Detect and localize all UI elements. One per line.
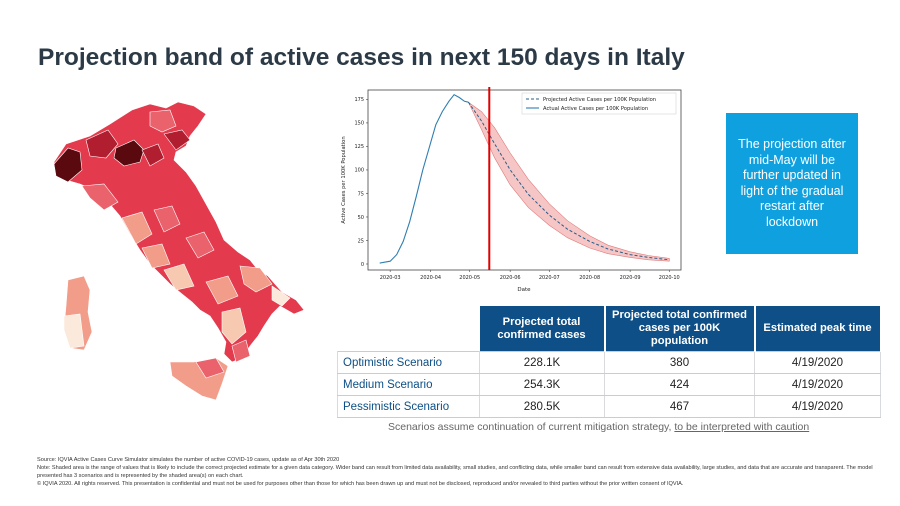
- note-text: Scenarios assume continuation of current…: [388, 421, 675, 433]
- map-region: [149, 109, 177, 133]
- x-tick-label: 2020-06: [500, 275, 521, 281]
- italy-mainland: [53, 101, 305, 363]
- map-region: [141, 243, 171, 269]
- cell-per100k: 424: [604, 373, 755, 396]
- y-tick-label: 150: [354, 121, 364, 127]
- map-region: [221, 307, 247, 345]
- cell-peak: 4/19/2020: [754, 395, 881, 418]
- map-region: [153, 205, 181, 233]
- map-region: [195, 357, 225, 379]
- col-header-total: Projected total confirmed cases: [479, 306, 606, 352]
- map-region: [239, 265, 273, 293]
- y-tick-label: 175: [354, 97, 364, 103]
- y-tick-label: 0: [361, 262, 364, 268]
- scenario-table: Projected total confirmed cases Projecte…: [337, 306, 882, 418]
- map-region: [205, 275, 239, 305]
- x-tick-label: 2020-07: [539, 275, 560, 281]
- table-row: Optimistic Scenario 228.1K 380 4/19/2020: [337, 351, 881, 374]
- y-tick-label: 25: [358, 238, 364, 244]
- cell-per100k: 467: [604, 395, 755, 418]
- footnote-copyright: © IQVIA 2020. All rights reserved. This …: [37, 481, 684, 487]
- projected-series-line: [467, 101, 670, 261]
- y-axis-label: Active Cases per 100K Population: [341, 136, 347, 223]
- footnote-note: Note: Shaded area is the range of values…: [37, 465, 873, 479]
- map-region: [271, 285, 291, 307]
- x-tick-label: 2020-09: [620, 275, 641, 281]
- italy-map: [53, 101, 305, 401]
- map-region: [121, 211, 153, 245]
- row-label: Optimistic Scenario: [337, 351, 480, 374]
- map-region: [231, 339, 251, 363]
- footnotes: Source: IQVIA Active Cases Curve Simulat…: [37, 456, 877, 488]
- map-region: [141, 143, 165, 167]
- x-tick-label: 2020-04: [420, 275, 441, 281]
- map-region: [163, 263, 195, 291]
- cell-peak: 4/19/2020: [754, 373, 881, 396]
- table-header-row: Projected total confirmed cases Projecte…: [337, 306, 882, 352]
- map-region: [113, 139, 145, 167]
- map-region: [63, 313, 85, 349]
- legend-actual-label: Actual Active Cases per 100K Population: [543, 106, 648, 112]
- table-corner: [337, 306, 480, 352]
- x-tick-label: 2020-08: [579, 275, 600, 281]
- caution-link[interactable]: to be interpreted with caution: [674, 421, 810, 433]
- y-tick-label: 125: [354, 144, 364, 150]
- scenario-note: Scenarios assume continuation of current…: [388, 421, 809, 433]
- x-tick-label: 2020-03: [380, 275, 401, 281]
- map-region: [85, 129, 119, 159]
- y-tick-label: 100: [354, 168, 364, 174]
- actual-series-line: [379, 93, 469, 264]
- x-tick-label: 2020-10: [659, 275, 680, 281]
- table-row: Medium Scenario 254.3K 424 4/19/2020: [337, 373, 881, 396]
- x-axis-label: Date: [517, 287, 531, 293]
- page-title: Projection band of active cases in next …: [38, 44, 685, 71]
- cell-per100k: 380: [604, 351, 755, 374]
- y-tick-label: 50: [358, 215, 364, 221]
- cell-total: 280.5K: [479, 395, 605, 418]
- cell-total: 228.1K: [479, 351, 605, 374]
- y-axis-ticks: 0 25 50 75 100 125 150 175: [354, 97, 368, 268]
- y-tick-label: 75: [358, 191, 364, 197]
- table-row: Pessimistic Scenario 280.5K 467 4/19/202…: [337, 395, 881, 418]
- legend-projected-label: Projected Active Cases per 100K Populati…: [543, 97, 656, 103]
- x-axis-ticks: 2020-03 2020-04 2020-05 2020-06 2020-07 2020-…: [380, 270, 680, 281]
- row-label: Pessimistic Scenario: [337, 395, 480, 418]
- cell-peak: 4/19/2020: [754, 351, 881, 374]
- row-label: Medium Scenario: [337, 373, 480, 396]
- map-region: [81, 183, 119, 211]
- col-header-peak: Estimated peak time: [754, 306, 882, 352]
- col-header-per100k: Projected total confirmed cases per 100K…: [604, 306, 756, 352]
- map-region: [163, 129, 191, 151]
- map-region: [53, 147, 83, 183]
- projection-callout: The projection after mid-May will be fur…: [726, 113, 858, 254]
- chart-legend: Projected Active Cases per 100K Populati…: [521, 92, 677, 115]
- cell-total: 254.3K: [479, 373, 605, 396]
- map-region: [185, 231, 215, 259]
- footnote-source: Source: IQVIA Active Cases Curve Simulat…: [37, 457, 340, 463]
- x-tick-label: 2020-05: [459, 275, 480, 281]
